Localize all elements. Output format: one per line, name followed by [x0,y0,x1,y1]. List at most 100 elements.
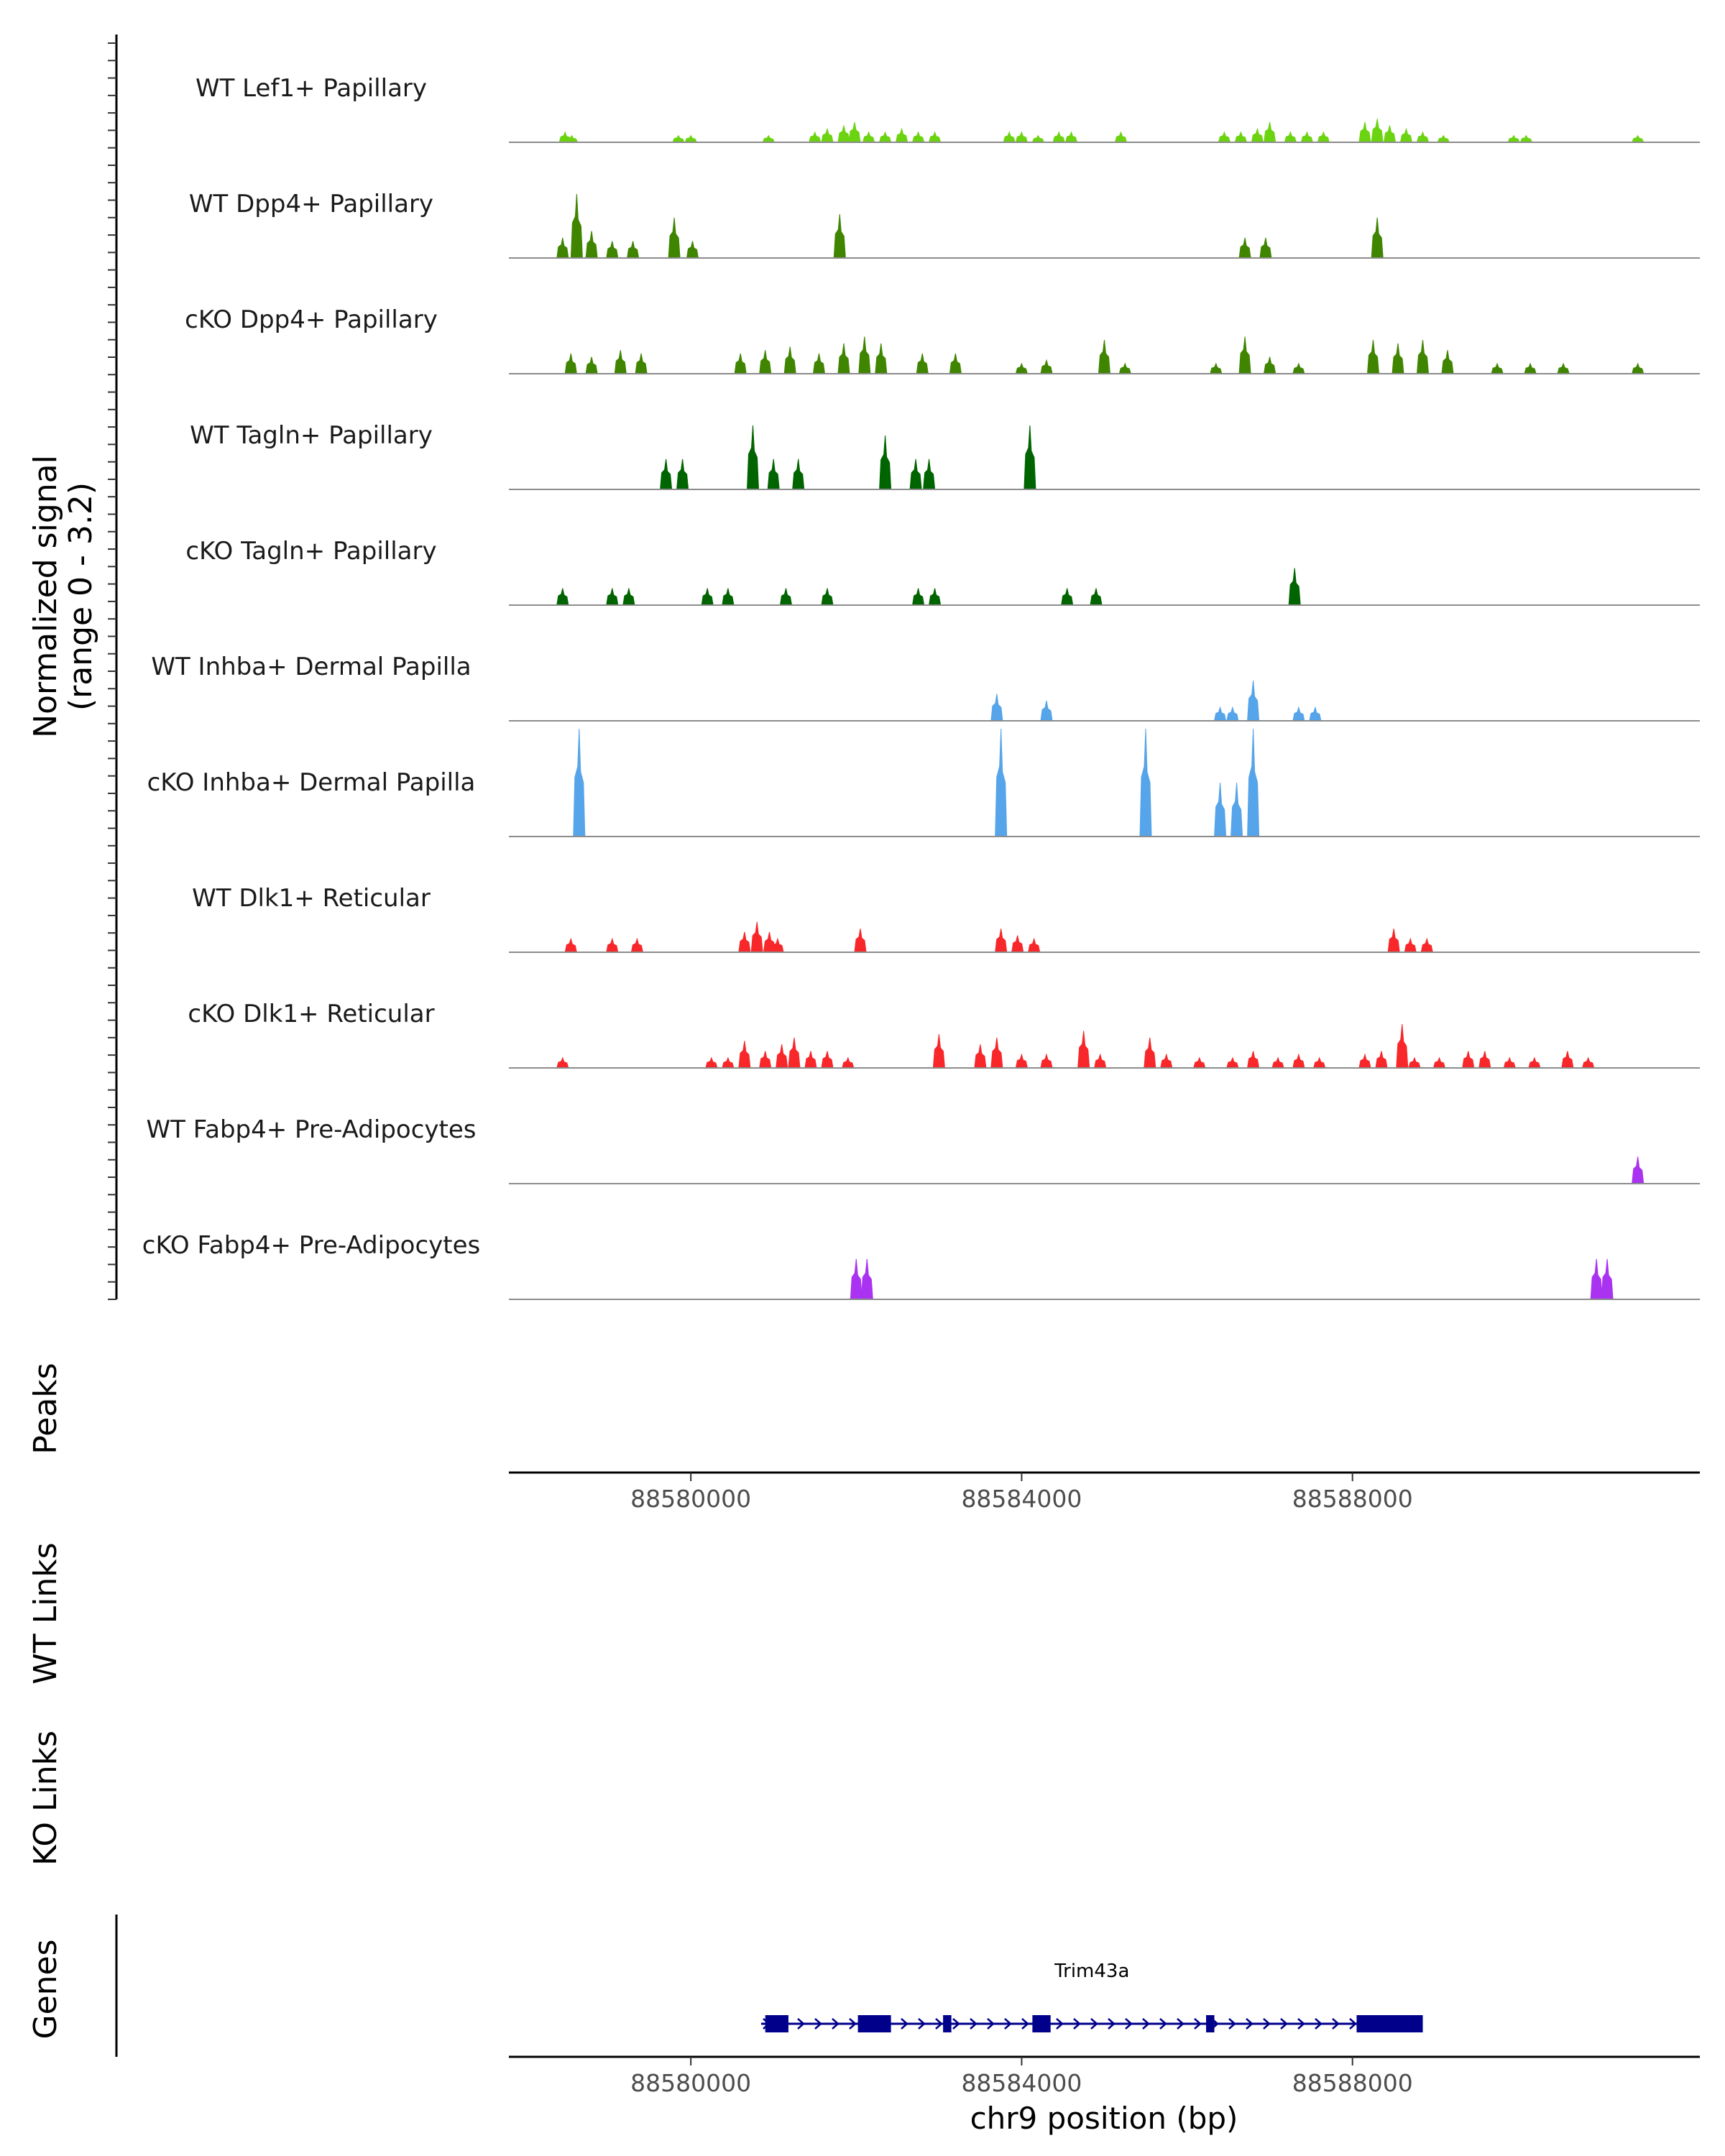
signal-peak [1519,134,1533,143]
strand-arrow [952,2018,960,2030]
signal-peak [1139,728,1152,837]
signal-peak [1040,1053,1053,1069]
signal-peak [759,350,772,374]
signal-peak [1399,127,1413,143]
signal-peak [1507,134,1520,143]
track-9: cKO Dlk1+ Reticular [188,1000,1700,1069]
signal-peak [990,694,1003,722]
strand-arrow [849,2018,857,2030]
signal-peak [1015,362,1029,374]
strand-arrow [1194,2018,1202,2030]
strand-arrow [1263,2018,1271,2030]
signal-peak [1144,1037,1156,1069]
signal-peak [911,131,925,143]
wt-links-track-label: WT Links [27,1542,64,1684]
signal-peak [1313,1056,1326,1069]
signal-peak [1247,1051,1260,1069]
signal-peak [909,459,922,490]
exon [765,2015,788,2032]
x-tick-label: 88584000 [961,2069,1082,2097]
track-8: WT Dlk1+ Reticular [192,884,1700,953]
signal-peak [1052,131,1065,143]
track-label: WT Inhba+ Dermal Papilla [151,653,471,681]
signal-peak [895,127,908,143]
strand-arrow [1073,2018,1081,2030]
signal-peak [668,217,681,259]
signal-peak [1404,937,1417,953]
signal-peak [1234,131,1248,143]
gene-Trim43a: Trim43a [760,1961,1423,2032]
signal-peak [1031,134,1045,143]
signal-peak [1420,937,1433,953]
signal-peak [564,937,577,953]
signal-peak [792,459,805,490]
signal-peak [879,435,892,490]
exon [857,2015,891,2032]
x-tick-label: 88588000 [1292,2069,1413,2097]
track-6: WT Inhba+ Dermal Papilla [151,653,1700,722]
signal-peak [1557,362,1570,374]
signal-peak [635,353,648,374]
signal-peak [1441,350,1454,374]
signal-peak [1416,131,1430,143]
gene-name-label: Trim43a [1054,1961,1129,1982]
genes-x-ticks: 88580000 88584000 88588000 [630,2057,1413,2097]
signal-peak [564,353,577,374]
strand-arrow [1177,2018,1184,2030]
track-2: WT Dpp4+ Papillary [189,190,1700,259]
signal-peak [722,1056,735,1069]
signal-peak [556,237,569,259]
signal-peak [1230,782,1243,837]
strand-arrow [901,2018,908,2030]
signal-peak [672,134,685,143]
signal-peak [1371,119,1384,143]
exon [1032,2015,1051,2032]
track-label: cKO Inhba+ Dermal Papilla [147,768,476,797]
exon [943,2015,952,2032]
signal-peak [949,353,962,374]
signal-peak [585,231,598,259]
signal-peak [1300,131,1314,143]
signal-peak [1011,935,1024,953]
signal-peak [854,929,867,953]
strand-arrow [797,2018,805,2030]
signal-peak [1462,1051,1475,1069]
signal-peak [1264,121,1276,143]
exon [1356,2015,1423,2032]
strand-arrow [1090,2018,1098,2030]
signal-peak [1375,1051,1388,1069]
signal-peak [573,728,586,837]
signal-peak [1015,131,1029,143]
signal-peak [929,588,942,606]
signal-peak [1631,134,1644,143]
signal-peak [783,346,796,374]
track-7: cKO Inhba+ Dermal Papilla [147,728,1700,837]
signal-peak [622,588,635,606]
signal-peak [1264,356,1276,374]
strand-arrow [1125,2018,1133,2030]
signal-peak [1524,362,1537,374]
track-label: cKO Tagln+ Papillary [185,537,436,566]
y-axis-title: Normalized signal [27,455,64,738]
signal-peak [912,588,925,606]
signal-peak [1247,728,1260,837]
track-3: cKO Dpp4+ Papillary [185,305,1700,374]
signal-peak [1528,1056,1541,1069]
track-label: cKO Fabp4+ Pre-Adipocytes [142,1231,481,1260]
signal-peak [932,1034,945,1069]
signal-peak [837,125,850,143]
x-tick-label: 88584000 [961,1485,1082,1513]
x-tick-label: 88580000 [630,2069,751,2097]
strand-arrow [970,2018,978,2030]
signal-peak [1582,1056,1595,1069]
signal-peak [862,131,875,143]
signal-peak [848,121,861,143]
gene-models: Trim43a [760,1961,1423,2032]
signal-peak [860,1258,873,1300]
signal-peak [1247,680,1260,722]
signal-peak [1251,127,1264,143]
signal-peak [1358,121,1371,143]
signal-peak [1408,1056,1421,1069]
track-4: WT Tagln+ Papillary [190,421,1700,490]
signal-peak [875,343,888,374]
